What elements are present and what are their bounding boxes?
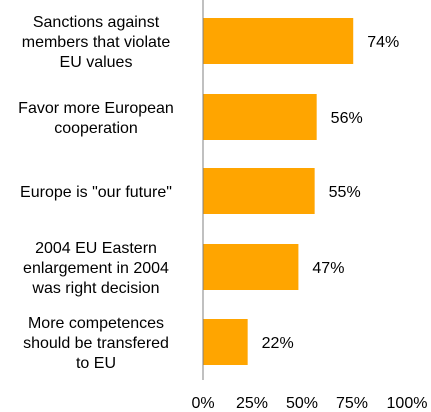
value-label-4: 47% (312, 260, 344, 277)
value-labels: 74% 56% 55% 47% 22% (262, 34, 400, 352)
category-label-3-line-1: Europe is "our future" (20, 184, 172, 201)
x-tick-label-2: 25% (236, 395, 268, 412)
x-tick-label-3: 50% (286, 395, 318, 412)
bar-3 (203, 168, 315, 214)
x-axis-tick-labels: 0% 25% 50% 75% 100% (191, 395, 427, 412)
category-label-1-line-3: EU values (60, 54, 133, 71)
category-label-1-line-1: Sanctions against (33, 14, 160, 31)
x-tick-label-5: 100% (387, 395, 428, 412)
category-label-5: More competences should be transfered to E… (23, 315, 169, 372)
category-label-4: 2004 EU Eastern enlargement in 2004 was ri… (23, 240, 169, 297)
category-label-2: Favor more European cooperation (18, 100, 174, 137)
value-label-2: 56% (331, 110, 363, 127)
category-label-2-line-1: Favor more European (18, 100, 174, 117)
category-label-5-line-2: should be transfered (23, 335, 169, 352)
x-tick-label-1: 0% (191, 395, 214, 412)
category-label-2-line-2: cooperation (54, 120, 138, 137)
category-labels: Sanctions against members that violate EU … (18, 14, 174, 372)
bar-2 (203, 94, 317, 140)
value-label-3: 55% (329, 184, 361, 201)
category-label-4-line-1: 2004 EU Eastern (35, 240, 157, 257)
bar-5 (203, 319, 248, 365)
x-tick-label-4: 75% (336, 395, 368, 412)
category-label-1-line-2: members that violate (22, 34, 171, 51)
bar-4 (203, 244, 299, 290)
value-label-5: 22% (262, 335, 294, 352)
category-label-3: Europe is "our future" (20, 184, 172, 201)
category-label-4-line-3: was right decision (31, 280, 159, 297)
category-label-1: Sanctions against members that violate EU … (22, 14, 171, 71)
bars-layer (203, 18, 354, 365)
category-label-5-line-3: to EU (76, 355, 116, 372)
category-label-5-line-1: More competences (28, 315, 164, 332)
category-label-4-line-2: enlargement in 2004 (23, 260, 169, 277)
bar-1 (203, 18, 354, 64)
value-label-1: 74% (367, 34, 399, 51)
